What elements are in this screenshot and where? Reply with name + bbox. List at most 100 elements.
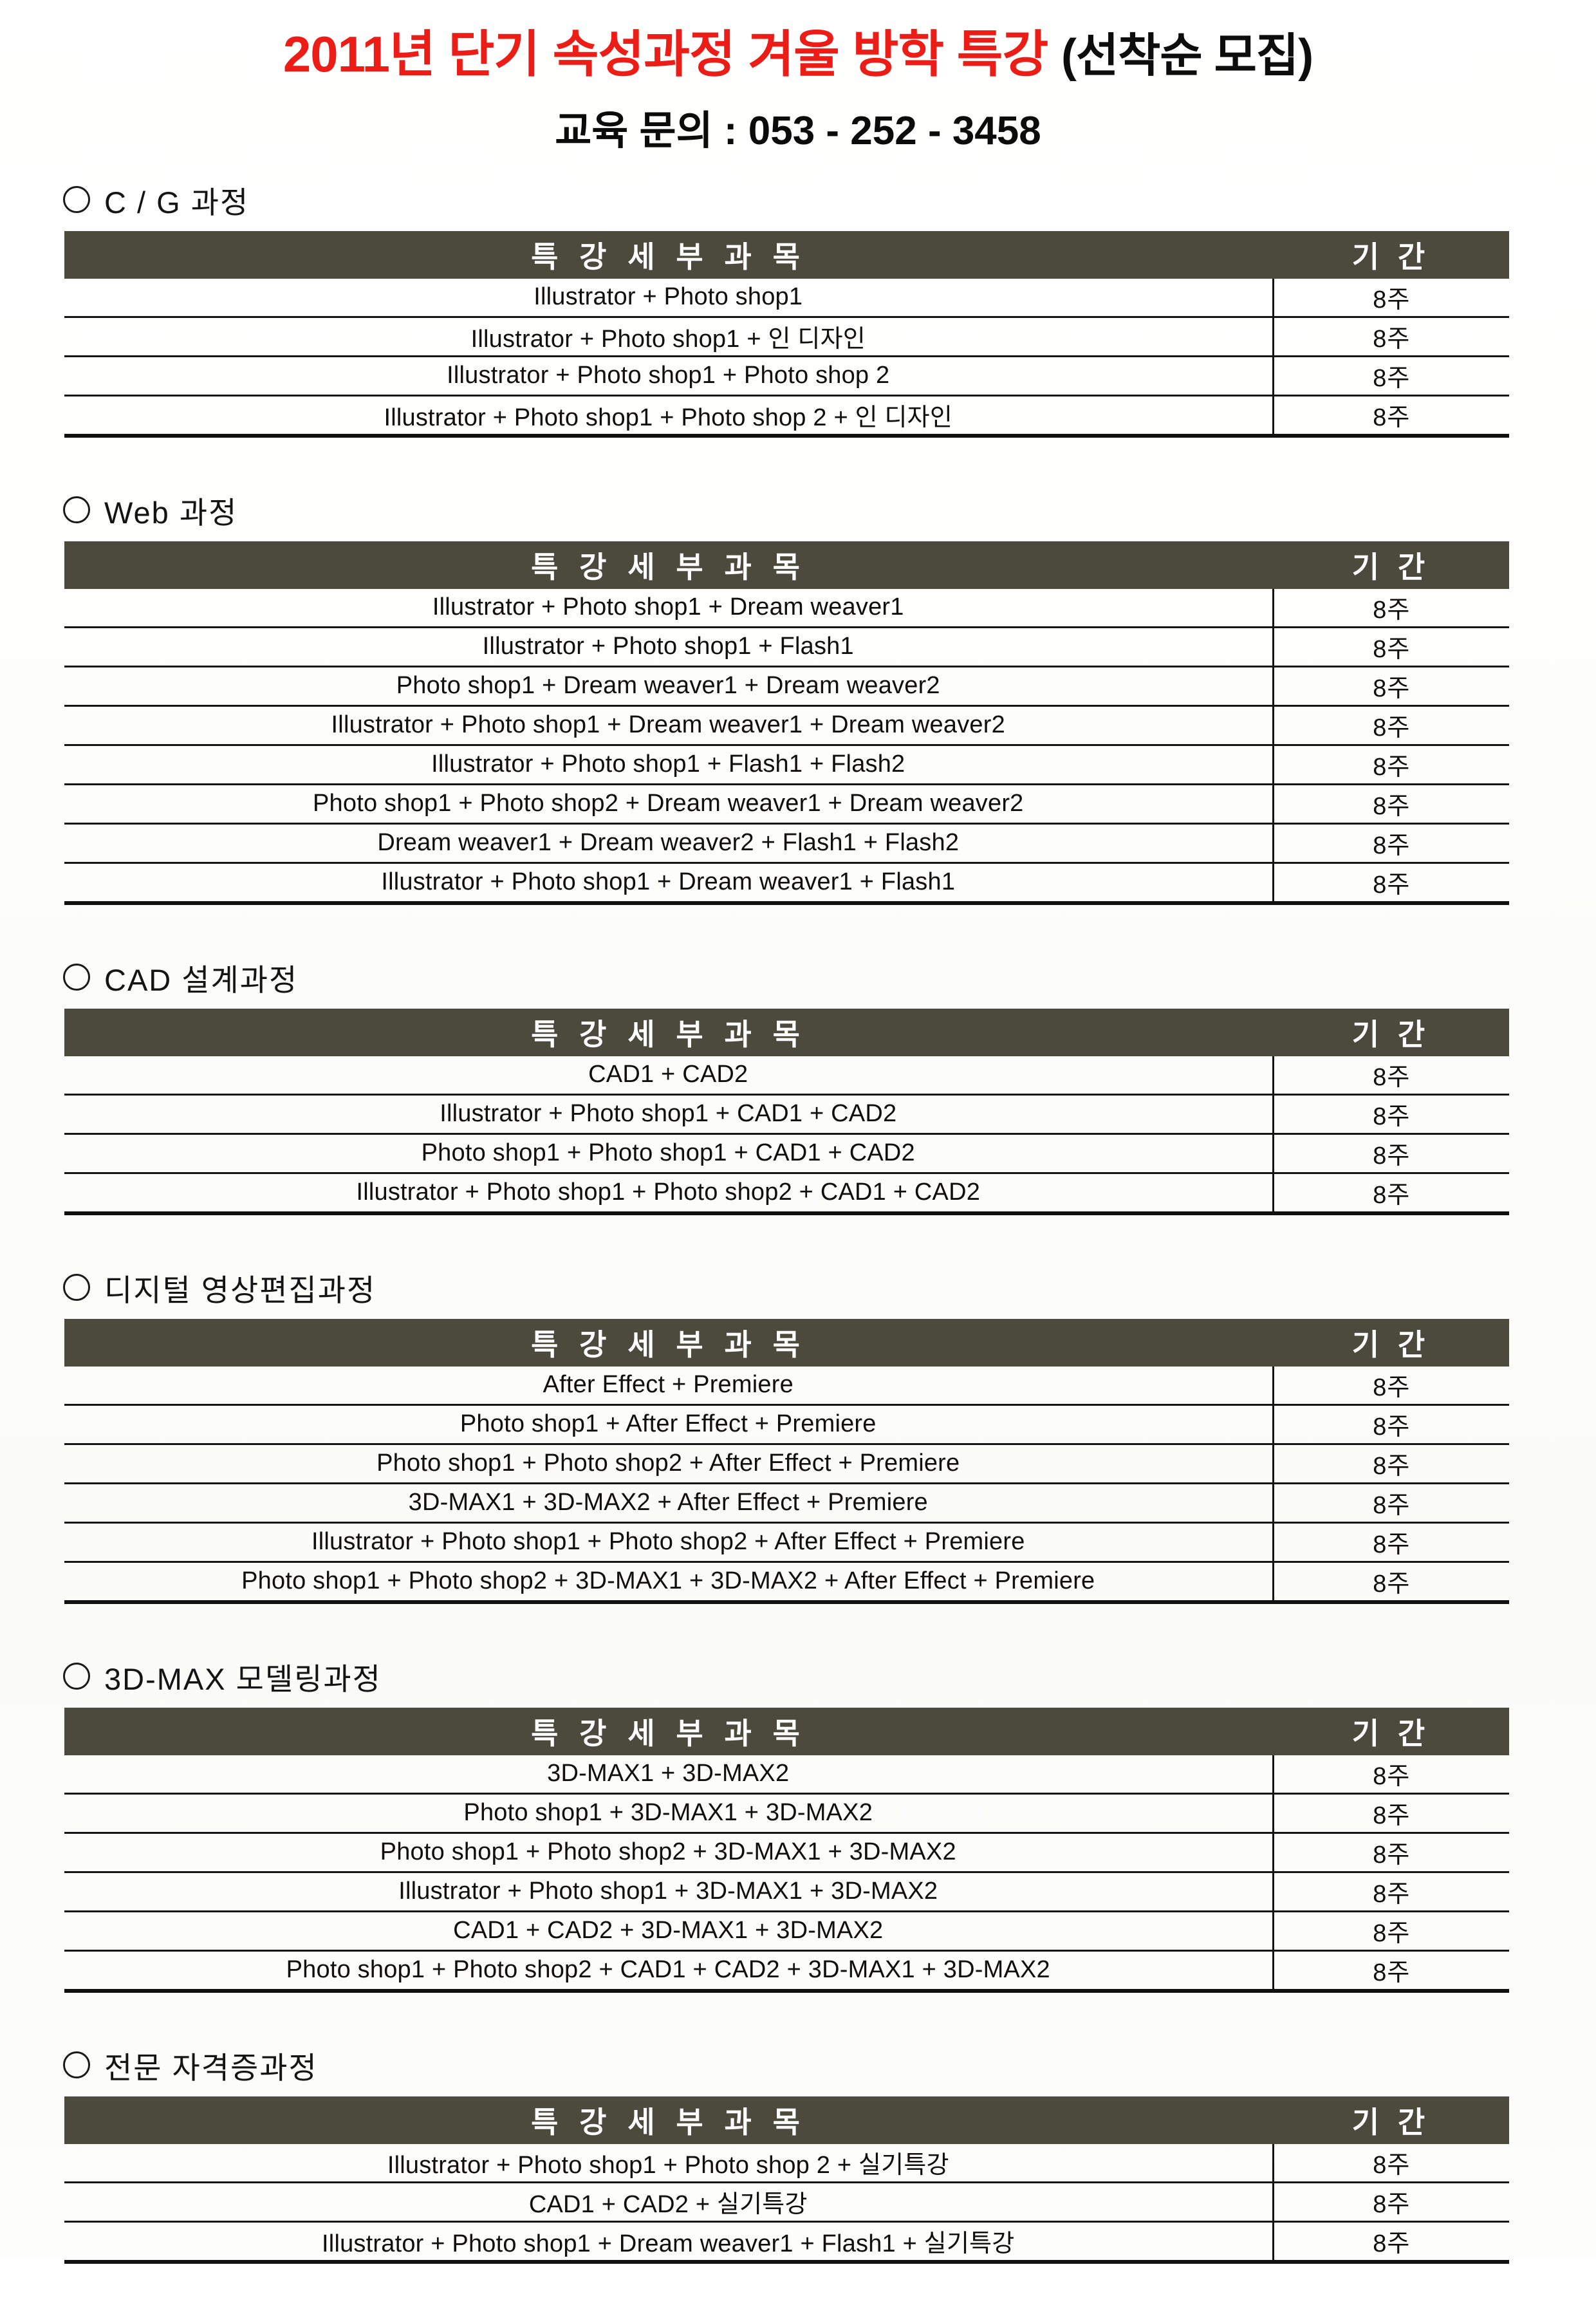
column-header-duration: 기 간	[1273, 230, 1509, 279]
cell-subject: After Effect + Premiere	[64, 1366, 1273, 1406]
table-row: Photo shop1 + After Effect + Premiere 8주	[64, 1404, 1509, 1445]
cell-duration: 8주	[1272, 1562, 1509, 1604]
cell-duration: 8주	[1272, 784, 1509, 825]
table-row: CAD1 + CAD2 + 실기특강 8주	[64, 2182, 1509, 2223]
table-row: Illustrator + Photo shop1 8주	[64, 278, 1509, 318]
circle-outline-icon	[63, 2051, 90, 2079]
column-header-duration: 기 간	[1273, 1707, 1509, 1755]
section-heading: C / G 과정	[0, 178, 1596, 222]
cell-duration: 8주	[1272, 705, 1509, 746]
table-row: Illustrator + Photo shop1 + Dream weaver…	[64, 863, 1509, 905]
cell-subject: Illustrator + Photo shop1 + Dream weaver…	[64, 863, 1273, 905]
section-heading: 3D-MAX 모델링과정	[0, 1654, 1596, 1699]
table-row: 3D-MAX1 + 3D-MAX2 + After Effect + Premi…	[64, 1483, 1509, 1524]
cell-duration: 8주	[1272, 745, 1509, 785]
circle-outline-icon	[63, 496, 90, 524]
cell-duration: 8주	[1272, 356, 1509, 397]
table-row: Illustrator + Photo shop1 + Dream weaver…	[64, 2221, 1509, 2264]
cell-duration: 8주	[1272, 317, 1509, 357]
table-row: Illustrator + Photo shop1 + 인 디자인 8주	[64, 317, 1509, 357]
cell-subject: Illustrator + Photo shop1 + 인 디자인	[64, 317, 1273, 357]
cell-subject: Illustrator + Photo shop1 + Photo shop2 …	[64, 1173, 1273, 1215]
cell-subject: 3D-MAX1 + 3D-MAX2 + After Effect + Premi…	[64, 1483, 1273, 1524]
table-row: After Effect + Premiere 8주	[64, 1366, 1509, 1406]
cell-duration: 8주	[1272, 1094, 1509, 1135]
cell-duration: 8주	[1272, 666, 1509, 707]
table-row: Photo shop1 + Photo shop2 + After Effect…	[64, 1444, 1509, 1484]
section-label-text: 전문 자격증과정	[104, 2050, 318, 2085]
table-row: Photo shop1 + Photo shop2 + 3D-MAX1 + 3D…	[64, 1562, 1509, 1604]
cell-duration: 8주	[1272, 1872, 1509, 1912]
cell-subject: Photo shop1 + Photo shop2 + After Effect…	[64, 1444, 1273, 1484]
cell-duration: 8주	[1272, 395, 1509, 438]
table-row: Photo shop1 + Photo shop2 + Dream weaver…	[64, 784, 1509, 825]
table-row: Illustrator + Photo shop1 + Dream weaver…	[64, 588, 1509, 628]
cell-duration: 8주	[1272, 2182, 1509, 2223]
cell-subject: 3D-MAX1 + 3D-MAX2	[64, 1755, 1273, 1795]
column-header-subject: 특 강 세 부 과 목	[64, 1008, 1273, 1056]
cell-duration: 8주	[1272, 588, 1509, 628]
column-header-duration: 기 간	[1273, 1008, 1509, 1056]
cell-subject: Illustrator + Photo shop1 + Dream weaver…	[64, 588, 1273, 628]
table-row: Photo shop1 + Photo shop2 + CAD1 + CAD2 …	[64, 1950, 1509, 1993]
section-label-text: Web 과정	[104, 495, 238, 530]
page-title-red: 2011년 단기 속성과정 겨울 방학 특강	[283, 26, 1048, 82]
table-row: Illustrator + Photo shop1 + Photo shop 2…	[64, 395, 1509, 438]
cell-subject: Dream weaver1 + Dream weaver2 + Flash1 +…	[64, 823, 1273, 864]
column-header-duration: 기 간	[1273, 2096, 1509, 2144]
column-header-subject: 특 강 세 부 과 목	[64, 1318, 1273, 1367]
cell-subject: Illustrator + Photo shop1	[64, 278, 1273, 318]
page-title-black: (선착순 모집)	[1061, 30, 1313, 82]
cell-subject: Illustrator + Photo shop1 + Flash1	[64, 627, 1273, 667]
table-row: Illustrator + Photo shop1 + Flash1 8주	[64, 627, 1509, 667]
cell-duration: 8주	[1272, 627, 1509, 667]
table-row: Illustrator + Photo shop1 + Dream weaver…	[64, 705, 1509, 746]
circle-outline-icon	[63, 1274, 90, 1302]
cell-subject: Illustrator + Photo shop1 + Dream weaver…	[64, 2221, 1273, 2264]
cell-duration: 8주	[1272, 1366, 1509, 1406]
circle-outline-icon	[63, 186, 90, 214]
cell-subject: Illustrator + Photo shop1 + Photo shop2 …	[64, 1522, 1273, 1563]
circle-outline-icon	[63, 1663, 90, 1690]
circle-outline-icon	[63, 964, 90, 991]
column-header-subject: 특 강 세 부 과 목	[64, 541, 1273, 589]
cell-subject: Photo shop1 + After Effect + Premiere	[64, 1404, 1273, 1445]
table-row: Photo shop1 + Photo shop2 + 3D-MAX1 + 3D…	[64, 1833, 1509, 1873]
table-row: CAD1 + CAD2 + 3D-MAX1 + 3D-MAX2 8주	[64, 1911, 1509, 1952]
cell-subject: Photo shop1 + Photo shop1 + CAD1 + CAD2	[64, 1134, 1273, 1174]
cell-duration: 8주	[1272, 1522, 1509, 1563]
table-row: Illustrator + Photo shop1 + 3D-MAX1 + 3D…	[64, 1872, 1509, 1912]
cell-subject: Illustrator + Photo shop1 + Dream weaver…	[64, 705, 1273, 746]
cell-subject: CAD1 + CAD2	[64, 1056, 1273, 1096]
cell-duration: 8주	[1272, 1911, 1509, 1952]
table-row: 3D-MAX1 + 3D-MAX2 8주	[64, 1755, 1509, 1795]
table-row: Illustrator + Photo shop1 + Photo shop2 …	[64, 1522, 1509, 1563]
cell-duration: 8주	[1272, 1134, 1509, 1174]
cell-subject: Photo shop1 + Dream weaver1 + Dream weav…	[64, 666, 1273, 707]
cell-subject: Photo shop1 + Photo shop2 + 3D-MAX1 + 3D…	[64, 1833, 1273, 1873]
cell-duration: 8주	[1272, 823, 1509, 864]
cell-duration: 8주	[1272, 278, 1509, 318]
cell-duration: 8주	[1272, 2221, 1509, 2264]
cell-subject: Photo shop1 + Photo shop2 + Dream weaver…	[64, 784, 1273, 825]
cell-duration: 8주	[1272, 1793, 1509, 1834]
column-header-subject: 특 강 세 부 과 목	[64, 1707, 1273, 1755]
cell-duration: 8주	[1272, 1483, 1509, 1524]
table-row: Illustrator + Photo shop1 + Photo shop 2…	[64, 2143, 1509, 2183]
table-row: Photo shop1 + 3D-MAX1 + 3D-MAX2 8주	[64, 1793, 1509, 1834]
